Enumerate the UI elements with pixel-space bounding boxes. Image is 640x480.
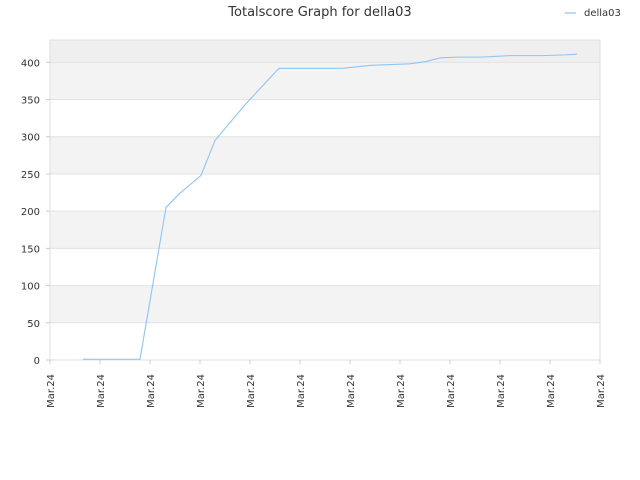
y-tick-label: 300 <box>21 133 40 144</box>
background-band <box>50 136 600 174</box>
x-tick-label: Mar.24 <box>396 374 407 408</box>
x-axis-ticks: Mar.24 Mar.24 Mar.24 Mar.24 Mar.24 Mar.24 Mar.… <box>46 360 607 408</box>
x-tick-label: Mar.24 <box>96 374 107 408</box>
legend-label: della03 <box>584 8 621 19</box>
y-tick-label: 0 <box>34 356 40 367</box>
x-tick-label: Mar.24 <box>496 374 507 408</box>
x-tick-label: Mar.24 <box>246 374 257 408</box>
y-tick-label: 400 <box>21 58 40 69</box>
x-tick-label: Mar.24 <box>546 374 557 408</box>
x-tick-label: Mar.24 <box>596 374 607 408</box>
y-tick-label: 100 <box>21 282 40 293</box>
legend[interactable]: della03 <box>565 8 621 19</box>
series-layer <box>83 53 578 360</box>
y-tick-label: 350 <box>21 96 40 107</box>
y-tick-label: 200 <box>21 207 40 218</box>
chart-title: Totalscore Graph for della03 <box>227 5 411 20</box>
background-band <box>50 285 600 323</box>
background-band <box>50 173 600 212</box>
y-tick-label: 250 <box>21 170 40 181</box>
x-tick-label: Mar.24 <box>346 374 357 408</box>
y-axis-ticks: 0 50 100 150 200 250 300 350 400 <box>21 58 50 367</box>
x-tick-label: Mar.24 <box>196 374 207 408</box>
plot-area-frame <box>49 39 601 361</box>
background-band <box>50 99 600 137</box>
background-band <box>50 40 600 63</box>
series-line-della03[interactable] <box>83 53 578 360</box>
y-tick-label: 50 <box>27 319 40 330</box>
background-band <box>50 211 600 249</box>
x-tick-label: Mar.24 <box>446 374 457 408</box>
x-tick-label: Mar.24 <box>296 374 307 408</box>
background-bands <box>50 40 600 360</box>
background-band <box>50 248 600 286</box>
x-tick-label: Mar.24 <box>146 374 157 408</box>
y-tick-label: 150 <box>21 244 40 255</box>
background-band <box>50 322 600 360</box>
x-tick-label: Mar.24 <box>46 374 57 408</box>
